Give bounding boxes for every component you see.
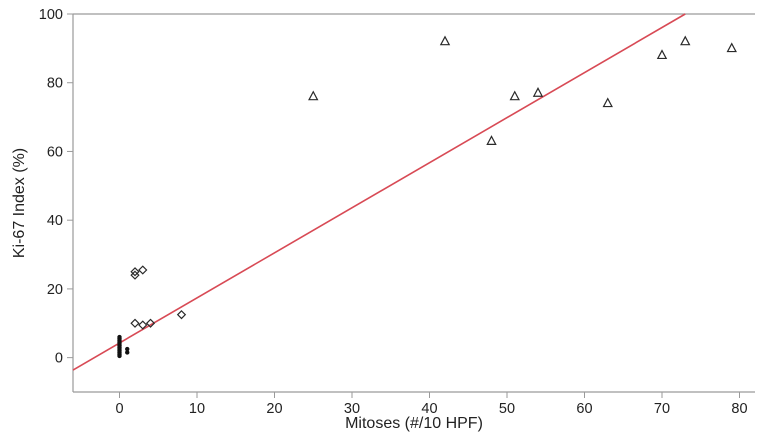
dot-point (125, 346, 130, 352)
diamond-point (176, 310, 187, 320)
diamond-point (138, 265, 148, 275)
x-tick-label: 70 (654, 401, 670, 417)
y-tick-label: 80 (47, 76, 63, 92)
x-tick-label: 40 (421, 401, 437, 417)
x-tick-label: 20 (266, 401, 282, 417)
dot-point (117, 334, 122, 340)
y-axis-ticks: 0 20 40 60 80 100 (39, 7, 73, 367)
triangle-point (726, 42, 737, 53)
y-tick-label: 0 (55, 351, 63, 367)
plot-frame (72, 13, 755, 393)
triangle-point (532, 87, 544, 97)
triangle-point (602, 97, 613, 108)
triangle-point (680, 35, 691, 46)
diamond-point (130, 318, 140, 328)
triangle-point (439, 35, 451, 46)
y-tick-label: 20 (47, 282, 63, 298)
x-tick-label: 50 (499, 401, 515, 417)
diamond-point (138, 320, 148, 330)
y-tick-label: 40 (47, 213, 63, 229)
dot-point (125, 350, 130, 355)
y-tick-label: 100 (39, 7, 63, 23)
x-tick-label: 80 (731, 401, 747, 417)
x-tick-label: 10 (189, 401, 205, 417)
triangle-point (308, 90, 319, 101)
triangle-point (486, 135, 497, 145)
x-axis-title: Mitoses (#/10 HPF) (345, 415, 483, 432)
diamond-point (130, 270, 140, 280)
y-tick-label: 60 (47, 144, 63, 160)
y-axis-title: Ki-67 Index (%) (11, 148, 28, 258)
x-tick-label: 30 (344, 401, 360, 417)
x-tick-label: 0 (115, 401, 123, 417)
diamond-point (145, 318, 156, 328)
x-axis-ticks: 0 10 20 30 40 50 60 70 80 (115, 392, 748, 417)
regression-line (72, 13, 686, 371)
triangle-point (656, 49, 668, 60)
data-points-layer (117, 35, 737, 359)
diamond-point (130, 267, 140, 277)
x-tick-label: 60 (576, 401, 592, 417)
trendline-layer (72, 13, 686, 371)
triangle-point (509, 90, 520, 101)
